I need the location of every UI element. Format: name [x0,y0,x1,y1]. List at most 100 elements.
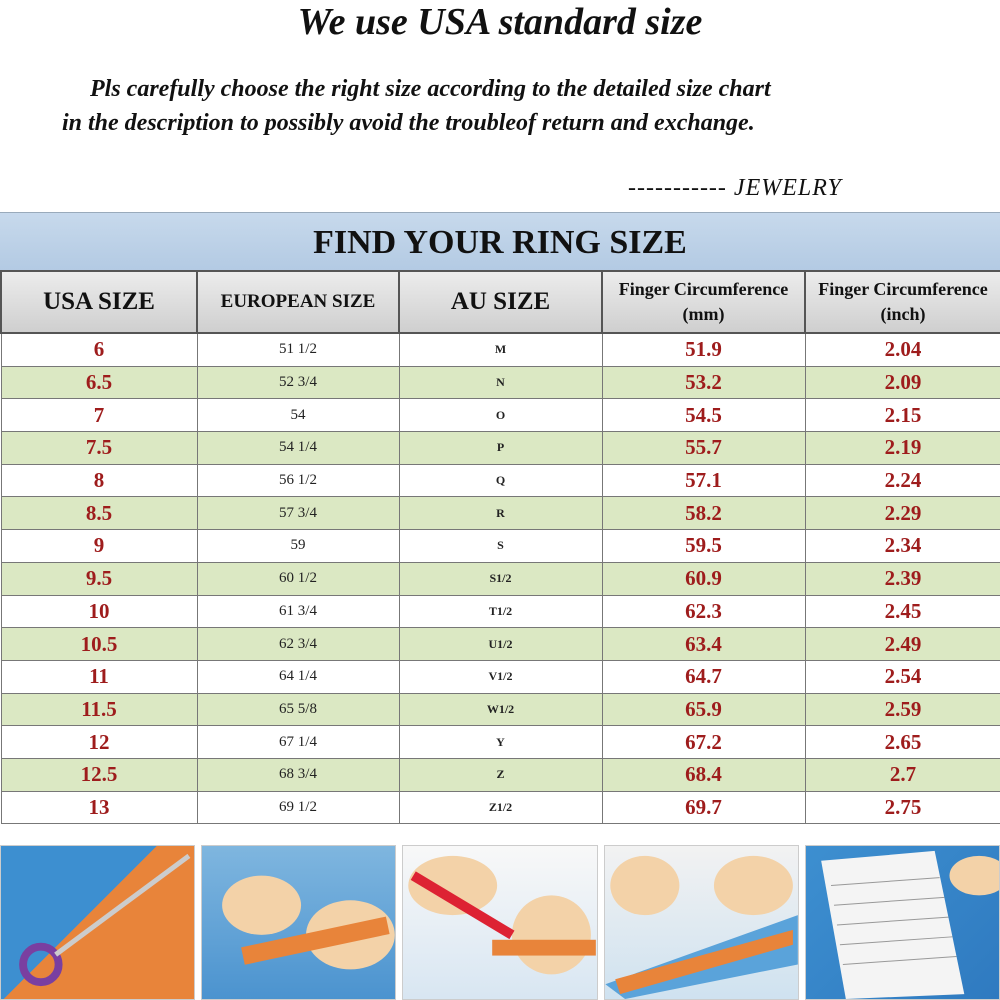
notice-line-1: Pls carefully choose the right size acco… [90,76,771,102]
col-european-size: EUROPEAN SIZE [196,270,400,334]
cell-circumference-inch: 2.59 [804,692,1000,727]
cell-usa-size: 7 [0,398,198,433]
table-row: 11.5 65 5/8 W1/2 65.9 2.59 [0,692,1000,727]
cell-au-size: Z [398,757,603,792]
cell-usa-size: 11.5 [0,692,198,727]
cell-au-size: R [398,496,603,531]
col-usa-size: USA SIZE [0,270,198,334]
cell-european-size: 56 1/2 [196,463,400,498]
measuring-instructions [0,845,1000,1000]
cell-european-size: 64 1/4 [196,659,400,694]
cell-au-size: S1/2 [398,561,603,596]
cell-au-size: T1/2 [398,594,603,629]
cell-usa-size: 9.5 [0,561,198,596]
cell-circumference-inch: 2.45 [804,594,1000,629]
cell-usa-size: 11 [0,659,198,694]
table-row: 8 56 1/2 Q 57.1 2.24 [0,463,1000,498]
cell-circumference-mm: 62.3 [601,594,806,629]
cell-european-size: 67 1/4 [196,725,400,759]
cell-circumference-mm: 55.7 [601,431,806,465]
cell-usa-size: 10.5 [0,627,198,661]
cell-circumference-inch: 2.39 [804,561,1000,596]
cell-usa-size: 9 [0,529,198,563]
cell-circumference-mm: 60.9 [601,561,806,596]
cell-au-size: S [398,529,603,563]
cell-au-size: W1/2 [398,692,603,727]
cell-circumference-mm: 54.5 [601,398,806,433]
photo-cut-paper-strip [0,845,196,1000]
cell-circumference-inch: 2.15 [804,398,1000,433]
cell-au-size: M [398,332,603,367]
cell-usa-size: 8.5 [0,496,198,531]
table-row: 10 61 3/4 T1/2 62.3 2.45 [0,594,1000,629]
cell-circumference-mm: 64.7 [601,659,806,694]
cell-circumference-inch: 2.04 [804,332,1000,367]
cell-european-size: 51 1/2 [196,332,400,367]
table-title: FIND YOUR RING SIZE [0,212,1000,271]
cell-european-size: 52 3/4 [196,365,400,400]
cell-circumference-inch: 2.7 [804,757,1000,792]
ruler-icon [604,855,798,999]
cell-usa-size: 12.5 [0,757,198,792]
cell-au-size: Q [398,463,603,498]
cell-au-size: N [398,365,603,400]
brand-label: ----------- JEWELRY [628,175,842,201]
cell-usa-size: 7.5 [0,431,198,465]
col-au-size: AU SIZE [398,270,603,334]
cell-usa-size: 6 [0,332,198,367]
cell-au-size: Y [398,725,603,759]
table-row: 12 67 1/4 Y 67.2 2.65 [0,725,1000,759]
scissors-icon [19,853,191,987]
cell-european-size: 60 1/2 [196,561,400,596]
cell-european-size: 59 [196,529,400,563]
cell-au-size: V1/2 [398,659,603,694]
hand-icon [222,875,396,970]
cell-circumference-mm: 51.9 [601,332,806,367]
cell-circumference-mm: 67.2 [601,725,806,759]
col-circumference-mm: Finger Circumference (mm) [601,270,806,334]
cell-au-size: O [398,398,603,433]
cell-usa-size: 12 [0,725,198,759]
table-row: 10.5 62 3/4 U1/2 63.4 2.49 [0,627,1000,661]
photo-compare-with-size-chart [804,845,1000,1000]
cell-usa-size: 13 [0,790,198,825]
cell-au-size: U1/2 [398,627,603,661]
table-row: 9.5 60 1/2 S1/2 60.9 2.39 [0,561,1000,596]
cell-circumference-inch: 2.65 [804,725,1000,759]
cell-circumference-inch: 2.54 [804,659,1000,694]
table-row: 6.5 52 3/4 N 53.2 2.09 [0,365,1000,400]
ring-size-table: USA SIZE EUROPEAN SIZE AU SIZE Finger Ci… [0,270,1000,825]
cell-circumference-inch: 2.24 [804,463,1000,498]
notice-line-2: in the description to possibly avoid the… [62,110,755,136]
cell-circumference-mm: 57.1 [601,463,806,498]
table-row: 12.5 68 3/4 Z 68.4 2.7 [0,757,1000,792]
cell-circumference-mm: 69.7 [601,790,806,825]
cell-circumference-mm: 68.4 [601,757,806,792]
cell-circumference-inch: 2.34 [804,529,1000,563]
cell-european-size: 62 3/4 [196,627,400,661]
cell-european-size: 61 3/4 [196,594,400,629]
pen-icon [408,855,597,975]
table-row: 13 69 1/2 Z1/2 69.7 2.75 [0,790,1000,825]
cell-usa-size: 6.5 [0,365,198,400]
cell-circumference-inch: 2.29 [804,496,1000,531]
cell-au-size: P [398,431,603,465]
photo-wrap-strip-around-finger [201,845,397,1000]
table-row: 6 51 1/2 M 51.9 2.04 [0,332,1000,367]
cell-circumference-inch: 2.09 [804,365,1000,400]
table-row: 7.5 54 1/4 P 55.7 2.19 [0,431,1000,465]
chart-sheet-icon [820,850,1000,999]
cell-circumference-inch: 2.75 [804,790,1000,825]
table-row: 9 59 S 59.5 2.34 [0,529,1000,563]
table-row: 11 64 1/4 V1/2 64.7 2.54 [0,659,1000,694]
page-heading: We use USA standard size [297,1,703,43]
table-row: 8.5 57 3/4 R 58.2 2.29 [0,496,1000,531]
cell-european-size: 57 3/4 [196,496,400,531]
cell-circumference-mm: 63.4 [601,627,806,661]
cell-circumference-mm: 65.9 [601,692,806,727]
cell-circumference-mm: 53.2 [601,365,806,400]
photo-mark-strip-with-pen [402,845,598,1000]
cell-usa-size: 10 [0,594,198,629]
cell-circumference-inch: 2.49 [804,627,1000,661]
cell-european-size: 54 1/4 [196,431,400,465]
